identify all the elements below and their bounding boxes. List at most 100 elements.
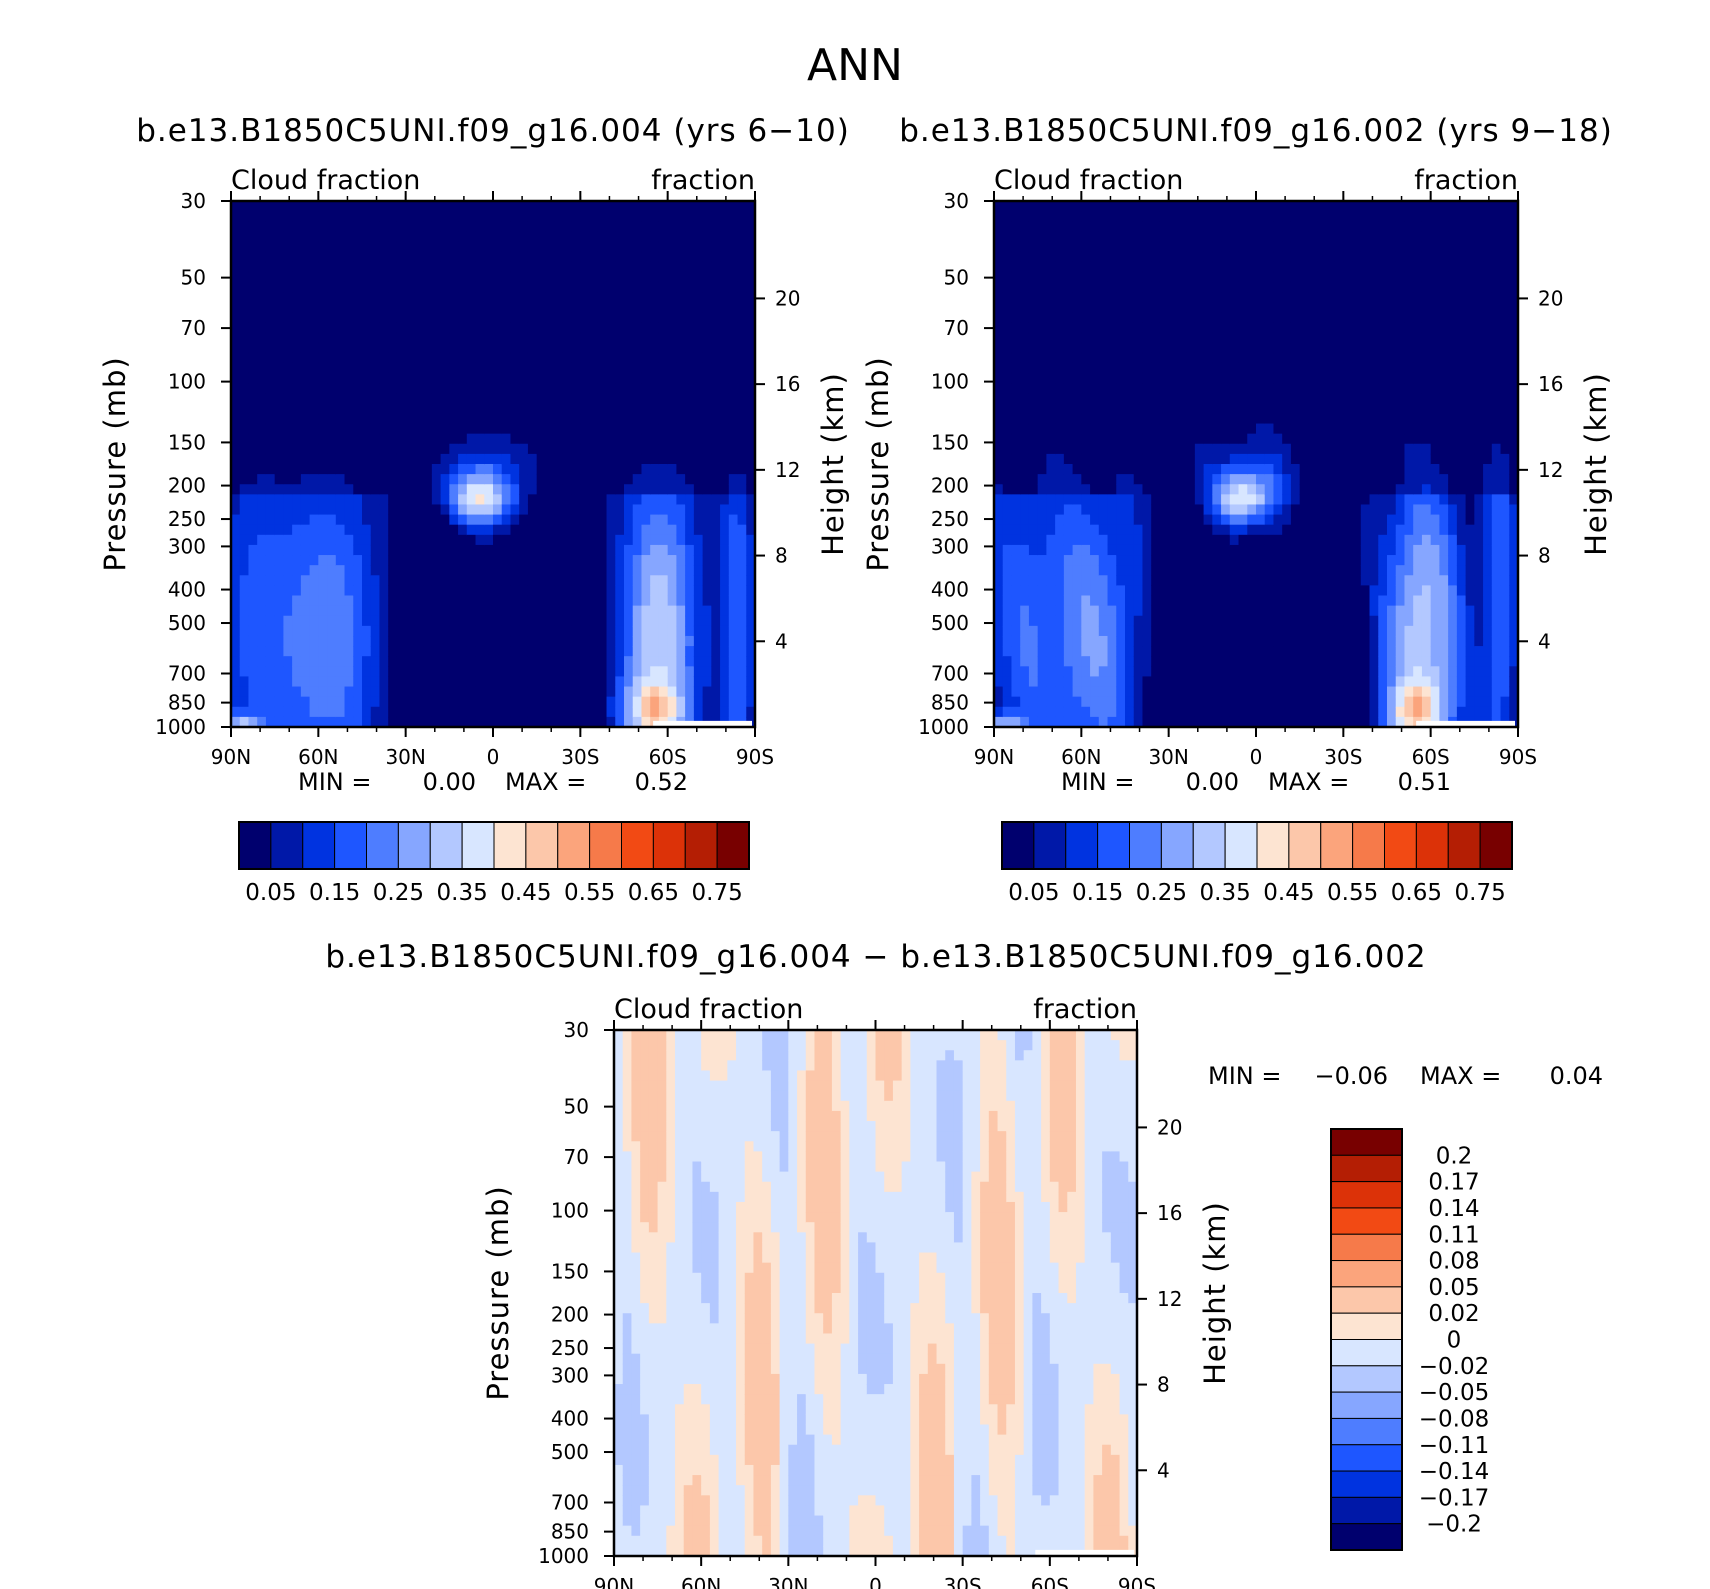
field-cell	[728, 464, 739, 475]
field-cell	[1125, 504, 1135, 516]
field-cell	[641, 494, 651, 506]
field-cell	[1046, 666, 1056, 678]
field-cell	[702, 413, 712, 425]
field-cell	[1002, 372, 1013, 384]
field-cell	[693, 221, 704, 232]
field-cell	[501, 231, 512, 243]
field-cell	[265, 565, 276, 576]
field-cell	[1177, 281, 1187, 293]
field-cell	[562, 443, 573, 455]
field-cell	[396, 625, 407, 637]
field-cell	[1028, 281, 1039, 293]
field-cell	[545, 666, 555, 678]
field-cell	[554, 646, 564, 657]
field-cell	[1221, 514, 1231, 526]
field-cell	[615, 201, 625, 212]
field-cell	[1159, 362, 1170, 374]
field-cell	[1072, 251, 1082, 263]
field-cell	[1107, 484, 1117, 495]
field-cell	[536, 676, 546, 688]
field-cell	[396, 383, 407, 394]
field-cell	[405, 261, 415, 273]
field-cell	[1142, 625, 1152, 637]
field-cell	[1055, 322, 1065, 334]
field-cell	[353, 281, 363, 293]
field-cell	[388, 211, 398, 222]
field-cell	[300, 403, 311, 415]
field-cell	[606, 231, 616, 243]
field-cell	[615, 443, 625, 455]
field-cell	[693, 646, 704, 657]
field-cell	[501, 676, 512, 688]
field-cell	[1072, 453, 1082, 465]
field-cell	[667, 251, 677, 263]
field-cell	[606, 292, 616, 303]
field-cell	[1116, 716, 1126, 728]
field-cell	[589, 383, 599, 394]
field-cell	[1133, 625, 1144, 637]
field-cell	[527, 666, 538, 678]
field-cell	[300, 342, 311, 354]
field-cell	[1063, 504, 1074, 516]
field-cell	[440, 716, 450, 728]
field-cell	[440, 302, 450, 313]
field-cell	[231, 443, 241, 455]
field-cell	[423, 322, 433, 334]
field-cell	[1055, 555, 1065, 566]
field-cell	[1072, 423, 1082, 435]
field-cell	[1168, 555, 1178, 566]
field-cell	[676, 211, 686, 222]
field-cell	[283, 292, 293, 303]
field-cell	[650, 413, 660, 425]
field-cell	[1090, 211, 1100, 222]
field-cell	[728, 383, 739, 394]
field-cell	[501, 595, 512, 607]
field-cell	[423, 524, 433, 536]
field-cell	[466, 281, 477, 293]
field-cell	[248, 433, 258, 445]
field-cell	[1090, 292, 1100, 303]
field-cell	[475, 423, 485, 435]
field-cell	[1072, 413, 1082, 425]
field-cell	[458, 484, 468, 495]
field-cell	[1142, 251, 1152, 263]
field-cell	[615, 595, 625, 607]
field-cell	[1177, 403, 1187, 415]
field-cell	[344, 686, 354, 698]
field-cell	[327, 281, 337, 293]
field-cell	[571, 423, 581, 435]
field-cell	[449, 453, 459, 465]
field-cell	[1194, 332, 1205, 344]
field-cell	[510, 494, 520, 506]
field-cell	[501, 706, 512, 718]
field-cell	[379, 281, 389, 293]
field-cell	[370, 302, 381, 313]
field-cell	[1002, 565, 1013, 576]
field-cell	[484, 393, 494, 404]
field-cell	[449, 433, 459, 445]
field-cell	[606, 362, 616, 374]
field-cell	[711, 423, 721, 435]
field-cell	[466, 453, 477, 465]
field-cell	[379, 372, 389, 384]
field-cell	[589, 362, 599, 374]
field-cell	[458, 706, 468, 718]
field-cell	[362, 423, 372, 435]
field-cell	[658, 706, 669, 718]
field-cell	[466, 332, 477, 344]
field-cell	[580, 453, 590, 465]
field-cell	[589, 403, 599, 415]
field-cell	[1256, 544, 1266, 556]
field-cell	[554, 342, 564, 354]
field-cell	[527, 595, 538, 607]
field-cell	[1063, 231, 1074, 243]
field-cell	[1159, 635, 1170, 647]
field-cell	[1177, 676, 1187, 688]
field-cell	[440, 555, 450, 566]
field-cell	[1046, 575, 1056, 586]
field-cell	[658, 453, 669, 465]
field-cell	[257, 332, 267, 344]
field-cell	[658, 494, 669, 506]
field-cell	[1203, 302, 1213, 313]
field-cell	[353, 555, 363, 566]
